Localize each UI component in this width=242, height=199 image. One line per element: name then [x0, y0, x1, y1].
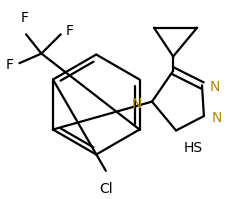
Text: HS: HS	[184, 141, 203, 155]
Text: F: F	[66, 24, 74, 38]
Text: N: N	[132, 97, 142, 111]
Text: Cl: Cl	[99, 182, 113, 196]
Text: F: F	[6, 58, 14, 72]
Text: F: F	[20, 11, 28, 25]
Text: N: N	[210, 80, 220, 94]
Text: N: N	[212, 111, 222, 125]
